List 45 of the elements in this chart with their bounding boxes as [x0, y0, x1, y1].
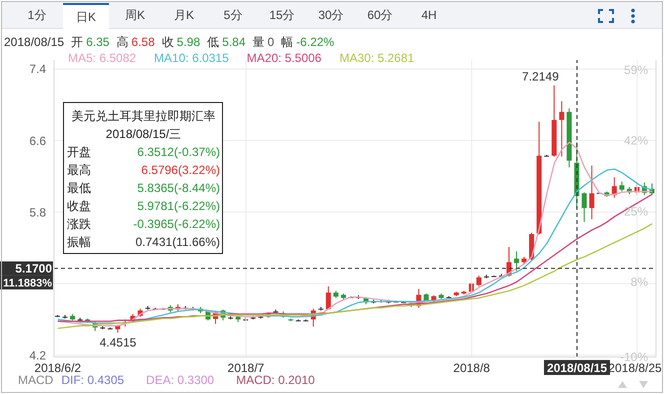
text: DEA: 0.3300	[146, 373, 214, 387]
text: MA5: 6.5082	[68, 51, 136, 65]
annotation: 收盘	[67, 198, 91, 215]
annotation: 0.7431(11.66%)	[135, 234, 220, 251]
annotation: 5.8365(-8.44%)	[137, 180, 220, 197]
text: 30分	[317, 7, 345, 24]
text: 11.1883%	[3, 277, 52, 290]
text: 5分	[222, 7, 244, 24]
y2-tick-label: 25%	[624, 204, 648, 218]
annotation: 6.5796(3.22%)	[141, 162, 220, 179]
x-tick-label: 2018/7	[228, 361, 265, 375]
annotation: 7.2149	[522, 70, 560, 84]
text: DIF: 0.4305	[61, 373, 124, 387]
text: 2018/08/15 开 6.35 高 6.58 收 5.98 低 5.84 量 0 幅 -6.22%	[4, 35, 334, 49]
annotation: 6.3512(-0.37%)	[137, 144, 220, 161]
text: 4H	[420, 7, 438, 24]
text: 15分	[268, 7, 296, 24]
y-tick-label: 5.8	[29, 205, 46, 220]
y-tick-label: 4.2	[29, 348, 46, 362]
annotation: 开盘	[67, 144, 91, 161]
x-tick-label: 2018/6/2	[34, 361, 82, 375]
ref-line-label: 5.1700	[15, 261, 52, 276]
text: MA20: 5.5006	[246, 51, 322, 65]
text: 月K	[172, 7, 195, 24]
annotation: -0.3965(-6.22%)	[133, 216, 220, 233]
annotation: 2018/08/15/三	[104, 126, 182, 143]
y-tick-label: 6.6	[29, 134, 46, 148]
text: MA30: 5.2681	[339, 51, 414, 65]
annotation: 5.9781(-6.22%)	[137, 198, 220, 215]
text: MA10: 6.0315	[154, 51, 229, 65]
annotation: 最高	[67, 162, 91, 179]
annotation: 涨跌	[67, 216, 91, 233]
annotation: 最低	[67, 180, 91, 197]
x-tick-label: 2018/8	[453, 361, 490, 375]
text: 周K	[124, 7, 146, 24]
y-tick-label: 7.4	[29, 62, 46, 76]
text: MACD: 0.2010	[236, 373, 315, 387]
text: MACD	[18, 373, 54, 387]
text: 1分	[26, 7, 48, 24]
text: 60分	[366, 7, 394, 24]
annotation: 4.4515	[100, 336, 137, 350]
text: 日K	[63, 3, 109, 30]
x-tick-label: 2018/08/15	[546, 361, 608, 375]
annotation: 美元兑土耳其里拉即期汇率	[70, 108, 216, 125]
annotation: 振幅	[67, 234, 91, 251]
